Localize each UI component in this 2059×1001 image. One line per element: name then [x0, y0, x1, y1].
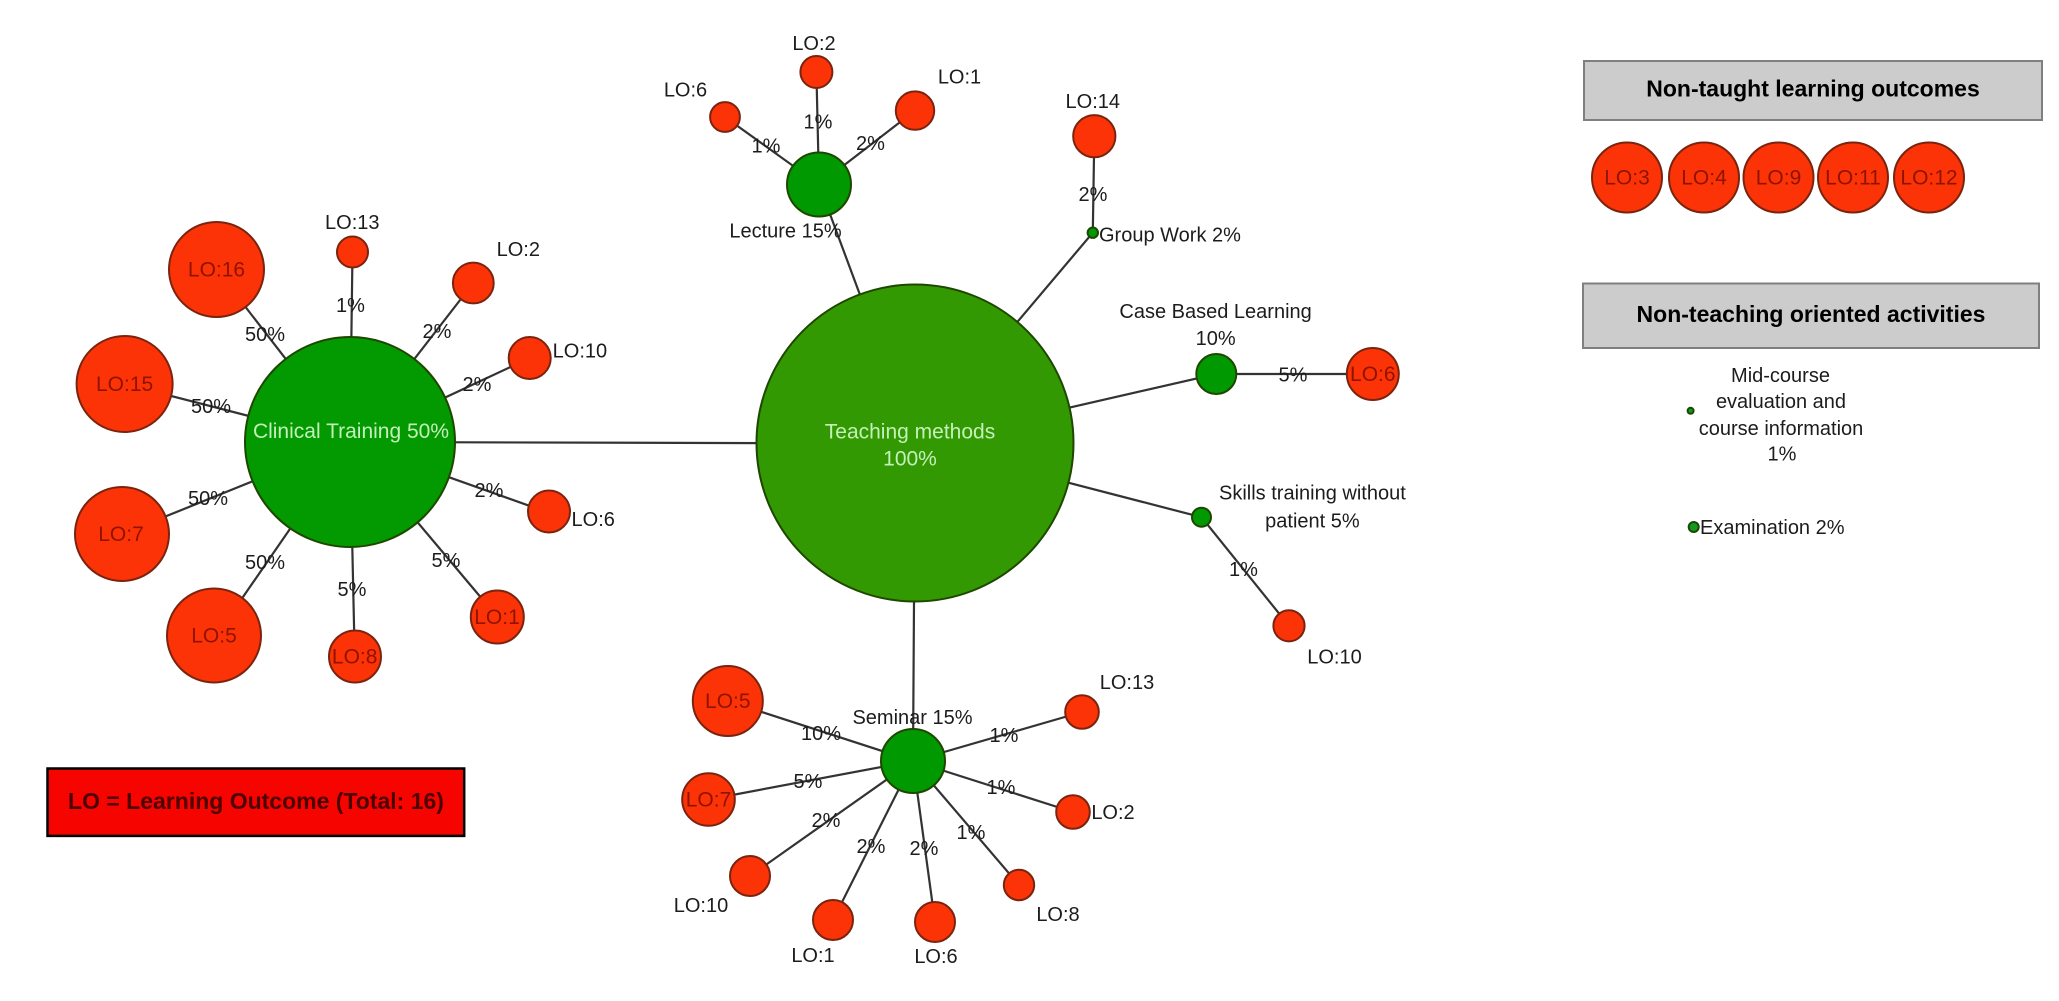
svg-text:Non-teaching oriented activiti: Non-teaching oriented activities [1637, 301, 1986, 327]
svg-text:LO:2: LO:2 [497, 239, 540, 261]
svg-text:LO:7: LO:7 [98, 523, 144, 546]
svg-text:LO:6: LO:6 [1350, 363, 1396, 386]
svg-text:1%: 1% [1768, 444, 1797, 466]
svg-text:10%: 10% [1196, 328, 1236, 350]
svg-text:5%: 5% [432, 550, 461, 572]
svg-text:Seminar 15%: Seminar 15% [852, 707, 972, 729]
svg-text:LO:11: LO:11 [1825, 167, 1881, 190]
svg-text:LO:8: LO:8 [332, 646, 378, 669]
svg-text:2%: 2% [812, 810, 841, 832]
svg-text:1%: 1% [1229, 559, 1258, 581]
svg-text:LO:10: LO:10 [553, 341, 607, 363]
svg-text:Examination 2%: Examination 2% [1700, 517, 1845, 539]
svg-text:5%: 5% [794, 771, 823, 793]
svg-text:1%: 1% [752, 136, 781, 158]
svg-text:LO:6: LO:6 [914, 946, 957, 968]
svg-text:5%: 5% [338, 579, 367, 601]
svg-text:Teaching methods: Teaching methods [825, 421, 995, 444]
svg-text:2%: 2% [423, 321, 452, 343]
svg-text:LO:16: LO:16 [188, 259, 245, 282]
svg-text:100%: 100% [883, 448, 937, 471]
svg-text:LO:15: LO:15 [96, 373, 153, 396]
svg-text:Case Based Learning: Case Based Learning [1119, 301, 1311, 323]
svg-text:10%: 10% [801, 723, 841, 745]
svg-text:LO:12: LO:12 [1900, 167, 1957, 190]
svg-text:2%: 2% [910, 838, 939, 860]
svg-text:1%: 1% [987, 777, 1016, 799]
svg-text:50%: 50% [191, 396, 231, 418]
svg-text:LO:6: LO:6 [572, 509, 615, 531]
svg-text:evaluation and: evaluation and [1716, 391, 1846, 413]
svg-text:LO = Learning Outcome (Total:: LO = Learning Outcome (Total: 16) [68, 788, 444, 814]
svg-text:2%: 2% [856, 133, 885, 155]
svg-text:Clinical Training 50%: Clinical Training 50% [253, 420, 449, 443]
svg-text:LO:1: LO:1 [474, 606, 520, 629]
svg-text:1%: 1% [804, 112, 833, 134]
svg-text:LO:10: LO:10 [1307, 647, 1361, 669]
svg-text:LO:4: LO:4 [1681, 167, 1727, 190]
svg-text:Mid-course: Mid-course [1731, 365, 1830, 387]
svg-text:LO:14: LO:14 [1066, 91, 1120, 113]
svg-text:50%: 50% [245, 324, 285, 346]
svg-text:LO:10: LO:10 [674, 895, 728, 917]
svg-text:Skills training without: Skills training without [1219, 483, 1406, 505]
svg-text:LO:1: LO:1 [938, 67, 981, 89]
svg-text:LO:2: LO:2 [792, 33, 835, 55]
svg-text:Lecture 15%: Lecture 15% [729, 221, 842, 243]
svg-text:2%: 2% [1079, 184, 1108, 206]
svg-text:Non-taught learning outcomes: Non-taught learning outcomes [1646, 76, 1980, 102]
svg-text:2%: 2% [475, 480, 504, 502]
svg-text:patient 5%: patient 5% [1265, 511, 1360, 533]
svg-text:LO:6: LO:6 [664, 80, 707, 102]
svg-text:LO:5: LO:5 [191, 625, 237, 648]
svg-text:50%: 50% [188, 488, 228, 510]
svg-text:2%: 2% [857, 836, 886, 858]
svg-text:1%: 1% [990, 725, 1019, 747]
svg-text:course information: course information [1699, 418, 1864, 440]
svg-text:LO:13: LO:13 [325, 212, 379, 234]
svg-text:LO:1: LO:1 [791, 945, 834, 967]
svg-text:LO:9: LO:9 [1756, 167, 1802, 190]
svg-text:LO:13: LO:13 [1100, 672, 1154, 694]
svg-text:1%: 1% [957, 822, 986, 844]
svg-text:LO:5: LO:5 [705, 690, 751, 713]
svg-text:2%: 2% [463, 374, 492, 396]
svg-text:LO:2: LO:2 [1091, 802, 1134, 824]
svg-text:Group Work 2%: Group Work 2% [1099, 225, 1241, 247]
svg-text:50%: 50% [245, 552, 285, 574]
svg-text:LO:7: LO:7 [686, 789, 732, 812]
svg-text:LO:8: LO:8 [1036, 904, 1079, 926]
svg-text:LO:3: LO:3 [1604, 167, 1650, 190]
svg-text:5%: 5% [1279, 365, 1308, 387]
svg-text:1%: 1% [336, 295, 365, 317]
